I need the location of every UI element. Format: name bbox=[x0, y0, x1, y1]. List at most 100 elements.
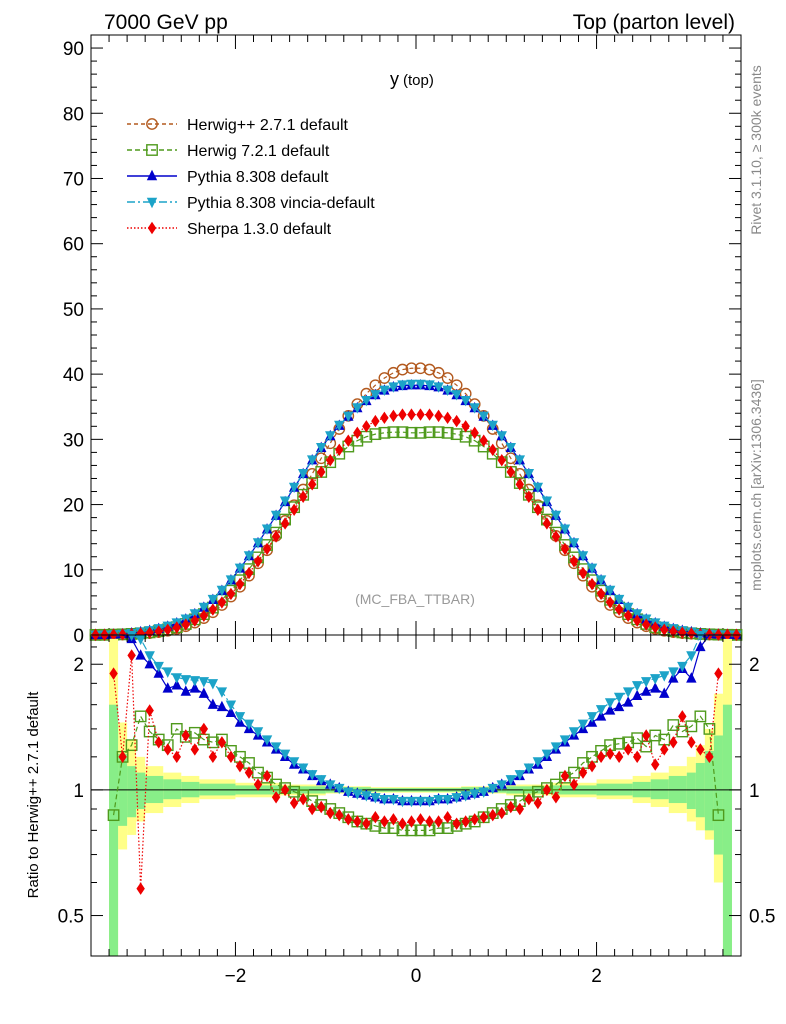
data-point-vincia bbox=[478, 411, 489, 423]
chart-title-main: y bbox=[390, 69, 399, 89]
main-ytick-label: 60 bbox=[63, 235, 84, 256]
ratio-yticks: 0.5 0.5 1 1 2 2 bbox=[58, 646, 775, 957]
ratio-point-vincia bbox=[243, 719, 255, 730]
ratio-point-sherpa bbox=[317, 800, 326, 814]
data-point-sherpa bbox=[280, 517, 290, 530]
ratio-point-vincia bbox=[559, 735, 571, 746]
ratio-point-herwig7 bbox=[712, 809, 725, 822]
ratio-point-vincia bbox=[496, 780, 507, 791]
data-point-herwig7 bbox=[387, 426, 400, 439]
data-point-sherpa bbox=[335, 443, 344, 456]
ratio-point-vincia bbox=[171, 673, 182, 684]
ratio-point-vincia bbox=[144, 651, 155, 662]
data-point-sherpa bbox=[614, 603, 624, 616]
ratio-point-vincia bbox=[189, 676, 201, 687]
ratio-point-sherpa bbox=[217, 736, 227, 749]
data-point-herwig_pp bbox=[441, 372, 454, 384]
data-point-sherpa bbox=[190, 614, 200, 627]
ratio-point-pythia bbox=[198, 687, 210, 698]
main-ytick-label: 40 bbox=[63, 365, 84, 386]
ratio-point-sherpa bbox=[596, 750, 606, 764]
data-point-sherpa bbox=[235, 577, 245, 591]
watermark: (MC_FBA_TTBAR) bbox=[355, 591, 475, 607]
ratio-point-sherpa bbox=[154, 736, 163, 749]
data-point-sherpa bbox=[551, 530, 561, 543]
ratio-point-sherpa bbox=[705, 750, 714, 764]
ratio-point-sherpa bbox=[127, 649, 136, 662]
legend-marker bbox=[146, 197, 158, 209]
ratio-point-sherpa bbox=[506, 800, 515, 814]
ratio-point-vincia bbox=[487, 783, 498, 795]
ratio-point-vincia bbox=[388, 794, 399, 806]
ratio-line-pythia bbox=[113, 634, 719, 802]
ratio-point-sherpa bbox=[614, 750, 624, 764]
data-point-sherpa bbox=[416, 408, 425, 421]
ratio-point-vincia bbox=[433, 794, 444, 806]
ratio-point-pythia bbox=[171, 679, 182, 690]
ratio-point-vincia bbox=[523, 763, 535, 774]
ratio-point-sherpa bbox=[497, 806, 506, 820]
ratio-point-vincia bbox=[613, 692, 625, 704]
data-point-vincia bbox=[505, 442, 516, 454]
data-point-vincia bbox=[216, 585, 228, 597]
ratio-point-vincia bbox=[505, 775, 516, 786]
ratio-point-sherpa bbox=[262, 769, 272, 783]
side-label-top: Rivet 3.1.10, ≥ 300k events bbox=[748, 65, 764, 235]
data-point-vincia bbox=[225, 575, 237, 586]
ratio-point-sherpa bbox=[362, 817, 371, 830]
ratio-point-sherpa bbox=[533, 796, 543, 810]
data-point-sherpa bbox=[344, 434, 353, 447]
ratio-point-sherpa bbox=[298, 792, 308, 806]
ratio-point-sherpa bbox=[623, 743, 633, 756]
ratio-point-vincia bbox=[641, 677, 652, 688]
ratio-point-vincia bbox=[577, 719, 589, 730]
data-point-vincia bbox=[460, 396, 471, 407]
ratio-ytick-label: 2 bbox=[73, 655, 84, 676]
data-point-sherpa bbox=[497, 454, 506, 467]
ratio-point-vincia bbox=[631, 681, 643, 692]
data-point-vincia bbox=[415, 379, 426, 391]
data-point-vincia bbox=[388, 382, 399, 393]
band-green bbox=[686, 772, 696, 809]
ratio-panel: 0.5 0.5 1 1 2 2 −2 0 2 Ratio to Herwig++ 2.7.1 … bbox=[25, 630, 775, 987]
legend-marker bbox=[147, 221, 157, 235]
ratio-xticks: −2 0 2 bbox=[90, 635, 742, 987]
data-point-sherpa bbox=[226, 587, 236, 601]
data-point-sherpa bbox=[371, 414, 380, 428]
data-point-vincia bbox=[451, 390, 462, 401]
ratio-point-sherpa bbox=[371, 811, 380, 824]
legend-item-vincia: Pythia 8.308 vincia-default bbox=[127, 195, 375, 212]
ratio-point-sherpa bbox=[136, 882, 145, 895]
ratio-point-herwig7 bbox=[125, 739, 138, 752]
legend-label: Pythia 8.308 default bbox=[187, 169, 329, 186]
data-point-herwig7 bbox=[432, 426, 445, 439]
data-point-sherpa bbox=[623, 609, 633, 622]
ratio-point-sherpa bbox=[335, 808, 344, 822]
main-ytick-label: 80 bbox=[63, 104, 84, 125]
data-point-herwig7 bbox=[450, 428, 463, 441]
ratio-point-sherpa bbox=[407, 815, 416, 828]
data-point-sherpa bbox=[642, 618, 651, 631]
data-point-sherpa bbox=[163, 623, 172, 636]
ratio-point-herwig7 bbox=[694, 710, 707, 723]
data-point-sherpa bbox=[443, 411, 452, 425]
ratio-point-vincia bbox=[568, 727, 580, 738]
data-point-sherpa bbox=[154, 625, 163, 638]
ratio-point-sherpa bbox=[696, 743, 705, 756]
header: 7000 GeV pp Top (parton level) bbox=[104, 11, 735, 34]
ratio-point-vincia bbox=[668, 667, 679, 678]
ratio-point-sherpa bbox=[443, 811, 452, 824]
ratio-point-sherpa bbox=[669, 736, 678, 749]
data-point-vincia bbox=[541, 496, 553, 507]
data-point-vincia bbox=[352, 403, 363, 414]
data-point-vincia bbox=[288, 482, 300, 494]
ratio-point-pythia bbox=[153, 667, 164, 678]
ratio-point-vincia bbox=[361, 791, 372, 802]
data-point-sherpa bbox=[199, 609, 209, 622]
data-point-vincia bbox=[577, 551, 589, 562]
ratio-point-vincia bbox=[126, 630, 137, 642]
ratio-point-sherpa bbox=[307, 802, 317, 816]
ratio-point-sherpa bbox=[163, 743, 172, 756]
ratio-series-vincia bbox=[113, 630, 719, 808]
ratio-point-vincia bbox=[604, 698, 616, 709]
